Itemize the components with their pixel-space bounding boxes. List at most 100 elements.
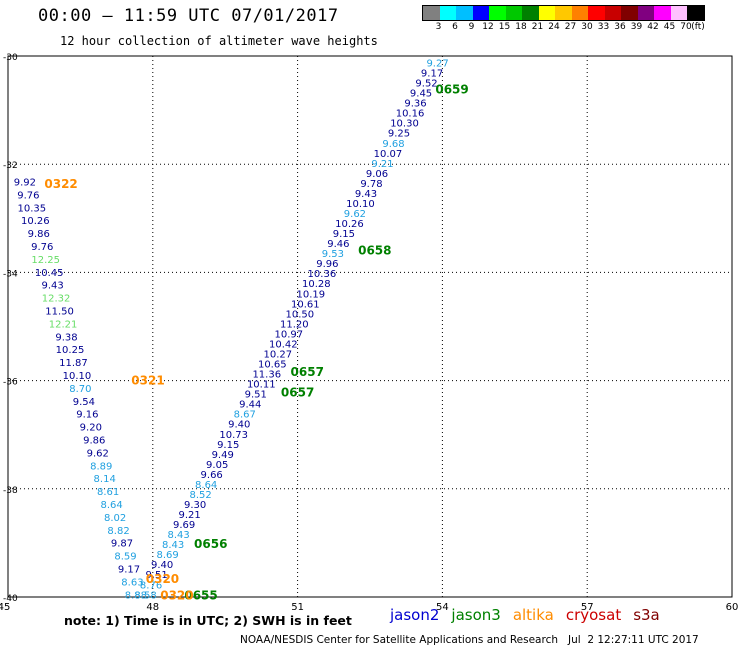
color-swatch (571, 6, 588, 20)
color-swatch (456, 6, 473, 20)
wave-height-value: 10.16 (396, 109, 425, 120)
color-scale-tick-label: 9 (468, 22, 475, 32)
wave-height-value: 9.16 (76, 410, 98, 421)
wave-height-value: 8.02 (104, 513, 126, 524)
color-swatch (538, 6, 555, 20)
wave-height-value: 10.26 (335, 219, 364, 230)
map-title: 00:00 – 11:59 UTC 07/01/2017 (38, 6, 339, 26)
wave-height-value: 9.15 (217, 440, 239, 451)
longitude-tick-label: 57 (581, 602, 594, 613)
wave-height-value: 9.38 (55, 332, 77, 343)
longitude-tick-label: 54 (436, 602, 449, 613)
color-scale-tick-label: 12 (482, 22, 494, 32)
wave-height-value: 10.19 (297, 289, 326, 300)
color-swatch (472, 6, 489, 20)
wave-height-value: 11.20 (280, 319, 309, 330)
wave-height-value: 11.36 (252, 370, 281, 381)
wave-height-value: 9.87 (111, 539, 133, 550)
wave-height-value: 8.89 (90, 461, 112, 472)
color-scale-tick-label: 39 (630, 22, 643, 32)
wave-height-value: 9.76 (31, 242, 53, 253)
wave-height-value: 9.46 (327, 239, 349, 250)
map-frame (7, 55, 733, 598)
wave-height-value: 9.49 (212, 450, 234, 461)
wave-height-value: 9.53 (322, 249, 344, 260)
wave-height-value: 9.86 (28, 229, 50, 240)
pass-time-label: 0658 (358, 244, 391, 258)
color-scale-tick-label: 21 (531, 22, 544, 32)
wave-height-value: 10.27 (263, 349, 292, 360)
wave-height-value: 11.87 (59, 358, 88, 369)
wave-height-value: 8.52 (190, 490, 212, 501)
longitude-tick-label: 48 (146, 602, 159, 613)
wave-height-value: 10.36 (308, 269, 337, 280)
longitude-tick-label: 45 (0, 602, 10, 613)
pass-time-label: 0659 (435, 82, 468, 96)
color-scale-tick-label: 33 (597, 22, 610, 32)
wave-height-value: 9.40 (151, 560, 173, 571)
color-scale-unit: (ft) (691, 22, 705, 32)
wave-height-value: 9.96 (316, 259, 338, 270)
color-swatch (423, 6, 440, 20)
color-swatch (637, 6, 654, 20)
latitude-tick-label: -32 (3, 161, 18, 171)
latitude-tick-label: -36 (3, 378, 18, 388)
latitude-tick-label: -40 (3, 594, 18, 604)
wave-height-value: 9.54 (73, 397, 95, 408)
wave-height-value: 9.05 (206, 460, 228, 471)
wave-height-value: 9.25 (388, 129, 410, 140)
color-swatch (439, 6, 456, 20)
wave-height-value: 9.51 (145, 570, 167, 581)
satellite-legend-jason3: jason3 (451, 606, 501, 624)
pass-time-label: 0656 (194, 537, 227, 551)
wave-height-value: 8.58 (134, 590, 156, 601)
latitude-tick-label: -30 (3, 53, 18, 63)
wave-height-value: 8.64 (195, 480, 217, 491)
color-scale-tick-label: 18 (515, 22, 527, 32)
color-scale-tick-label: 24 (548, 22, 560, 32)
latitude-tick-label: -34 (3, 269, 18, 279)
wave-height-value: 9.17 (421, 69, 443, 80)
wave-height-value: 10.35 (18, 203, 47, 214)
wave-height-value: 9.30 (184, 500, 206, 511)
wave-height-value: 9.21 (179, 510, 201, 521)
wave-height-value: 10.26 (21, 216, 50, 227)
wave-height-value: 9.45 (410, 89, 432, 100)
satellite-legend: jason2 jason3 altika cryosat s3a (390, 606, 672, 624)
color-swatch (505, 6, 522, 20)
color-scale-tick-label: 36 (614, 22, 626, 32)
wave-height-value: 9.43 (355, 189, 377, 200)
wave-height-value: 10.10 (346, 199, 375, 210)
color-swatch (654, 6, 671, 20)
satellite-legend-s3a: s3a (633, 606, 660, 624)
wave-height-value: 9.17 (118, 564, 140, 575)
wave-height-value: 8.76 (140, 580, 162, 591)
color-swatch (604, 6, 621, 20)
satellite-legend-altika: altika (512, 606, 554, 624)
wave-height-value: 10.45 (35, 268, 64, 279)
pass-time-label: 0320 (160, 588, 193, 602)
map-subtitle: 12 hour collection of altimeter wave hei… (60, 34, 378, 48)
color-scale-labels: 3 6 9 12 15 18 21 24 27 30 33 36 39 42 45 70 (ft) (422, 22, 740, 34)
wave-height-value: 9.44 (239, 400, 261, 411)
color-swatch (555, 6, 572, 20)
color-scale-tick-label: 15 (498, 22, 511, 32)
wave-height-value: 9.52 (415, 79, 437, 90)
latitude-tick-label: -38 (3, 486, 18, 496)
wave-height-value: 9.06 (366, 169, 388, 180)
color-scale-tick-label: 42 (647, 22, 659, 32)
pass-time-label: 0655 (184, 588, 217, 602)
color-swatch (687, 6, 704, 20)
wave-height-value: 10.97 (274, 329, 303, 340)
wave-height-value: 8.63 (121, 577, 143, 588)
wave-height-value: 9.69 (173, 520, 195, 531)
wave-height-value: 8.64 (100, 500, 122, 511)
color-scale-tick-label: 27 (564, 22, 577, 32)
wave-height-value: 8.69 (156, 550, 178, 561)
wave-height-value: 8.43 (162, 540, 184, 551)
wave-height-value: 9.15 (333, 229, 355, 240)
pass-time-label: 0321 (131, 374, 164, 388)
wave-height-value: 10.30 (390, 119, 419, 130)
wave-height-value: 12.21 (49, 319, 78, 330)
